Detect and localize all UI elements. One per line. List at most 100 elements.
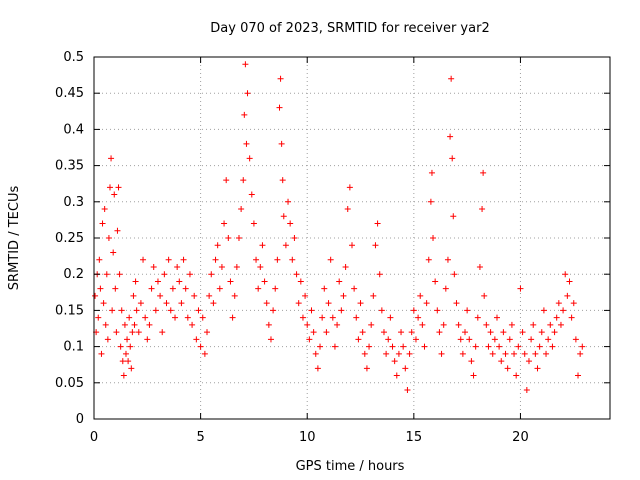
data-point — [98, 350, 105, 357]
data-point — [174, 263, 181, 270]
data-point — [282, 242, 289, 249]
y-tick-label: 0.4 — [63, 122, 84, 137]
data-point — [195, 307, 202, 314]
y-tick-label: 0.2 — [63, 267, 84, 282]
data-point — [133, 307, 140, 314]
data-point — [261, 278, 268, 285]
data-point — [385, 336, 392, 343]
data-point — [310, 329, 317, 336]
data-point — [111, 191, 118, 198]
data-point — [157, 292, 164, 299]
data-point — [144, 336, 151, 343]
data-point — [557, 321, 564, 328]
data-point — [466, 336, 473, 343]
data-point — [148, 285, 155, 292]
data-point — [154, 278, 161, 285]
data-point — [223, 177, 230, 184]
y-tick-label: 0.1 — [63, 340, 84, 355]
data-point — [491, 336, 498, 343]
data-point — [449, 155, 456, 162]
data-point — [425, 256, 432, 263]
data-point — [250, 220, 257, 227]
y-tick-label: 0.05 — [55, 376, 84, 391]
data-point — [434, 307, 441, 314]
data-point — [319, 314, 326, 321]
data-point — [246, 155, 253, 162]
data-point — [97, 285, 104, 292]
data-point — [130, 292, 137, 299]
data-point — [297, 278, 304, 285]
data-point — [496, 343, 503, 350]
data-point — [100, 300, 107, 307]
data-point — [540, 307, 547, 314]
data-point — [398, 329, 405, 336]
data-point — [521, 350, 528, 357]
data-point — [511, 350, 518, 357]
data-point — [243, 140, 250, 147]
data-point — [289, 256, 296, 263]
y-tick-label: 0 — [76, 412, 84, 427]
data-point — [108, 155, 115, 162]
chart-title: Day 070 of 2023, SRMTID for receiver yar… — [210, 21, 489, 36]
data-point — [572, 336, 579, 343]
data-point — [353, 314, 360, 321]
data-point — [430, 235, 437, 241]
data-point — [267, 336, 274, 343]
data-point — [485, 343, 492, 350]
data-point — [368, 321, 375, 328]
grid-lines — [94, 57, 610, 419]
x-tick-label: 15 — [406, 430, 423, 445]
data-point — [334, 321, 341, 328]
data-point — [169, 285, 176, 292]
data-point — [227, 278, 234, 285]
data-point — [327, 256, 334, 263]
data-point — [244, 90, 251, 97]
data-point — [342, 263, 349, 270]
data-point — [302, 292, 309, 299]
data-point — [208, 271, 215, 278]
data-point — [519, 329, 526, 336]
data-point — [372, 242, 379, 249]
data-point — [498, 358, 505, 365]
data-point — [453, 300, 460, 307]
data-point — [336, 278, 343, 285]
data-point — [361, 350, 368, 357]
data-point — [172, 314, 179, 321]
data-point — [248, 191, 255, 198]
data-point — [515, 343, 522, 350]
data-point — [562, 271, 569, 278]
data-point — [235, 235, 242, 241]
y-tick-label: 0.25 — [55, 231, 84, 246]
data-point — [459, 350, 466, 357]
data-point — [464, 307, 471, 314]
data-points — [92, 61, 586, 394]
data-point — [331, 343, 338, 350]
data-point — [338, 307, 345, 314]
data-point — [312, 350, 319, 357]
data-point — [393, 372, 400, 379]
data-point — [191, 292, 198, 299]
data-point — [287, 220, 294, 227]
y-tick-label: 0.45 — [55, 86, 84, 101]
data-point — [481, 292, 488, 299]
x-tick-label: 0 — [90, 430, 98, 445]
data-point — [92, 292, 99, 299]
x-tick-label: 5 — [196, 430, 204, 445]
data-point — [120, 372, 127, 379]
y-tick-label: 0.15 — [55, 303, 84, 318]
y-tick-label: 0.5 — [63, 50, 84, 65]
data-point — [468, 358, 475, 365]
data-point — [104, 336, 111, 343]
data-point — [451, 271, 458, 278]
data-point — [376, 271, 383, 278]
data-point — [128, 365, 135, 372]
data-point — [176, 278, 183, 285]
data-point — [270, 307, 277, 314]
data-point — [374, 220, 381, 227]
data-point — [119, 358, 126, 365]
data-point — [366, 343, 373, 350]
data-point — [218, 263, 225, 270]
data-point — [423, 300, 430, 307]
data-point — [279, 177, 286, 184]
